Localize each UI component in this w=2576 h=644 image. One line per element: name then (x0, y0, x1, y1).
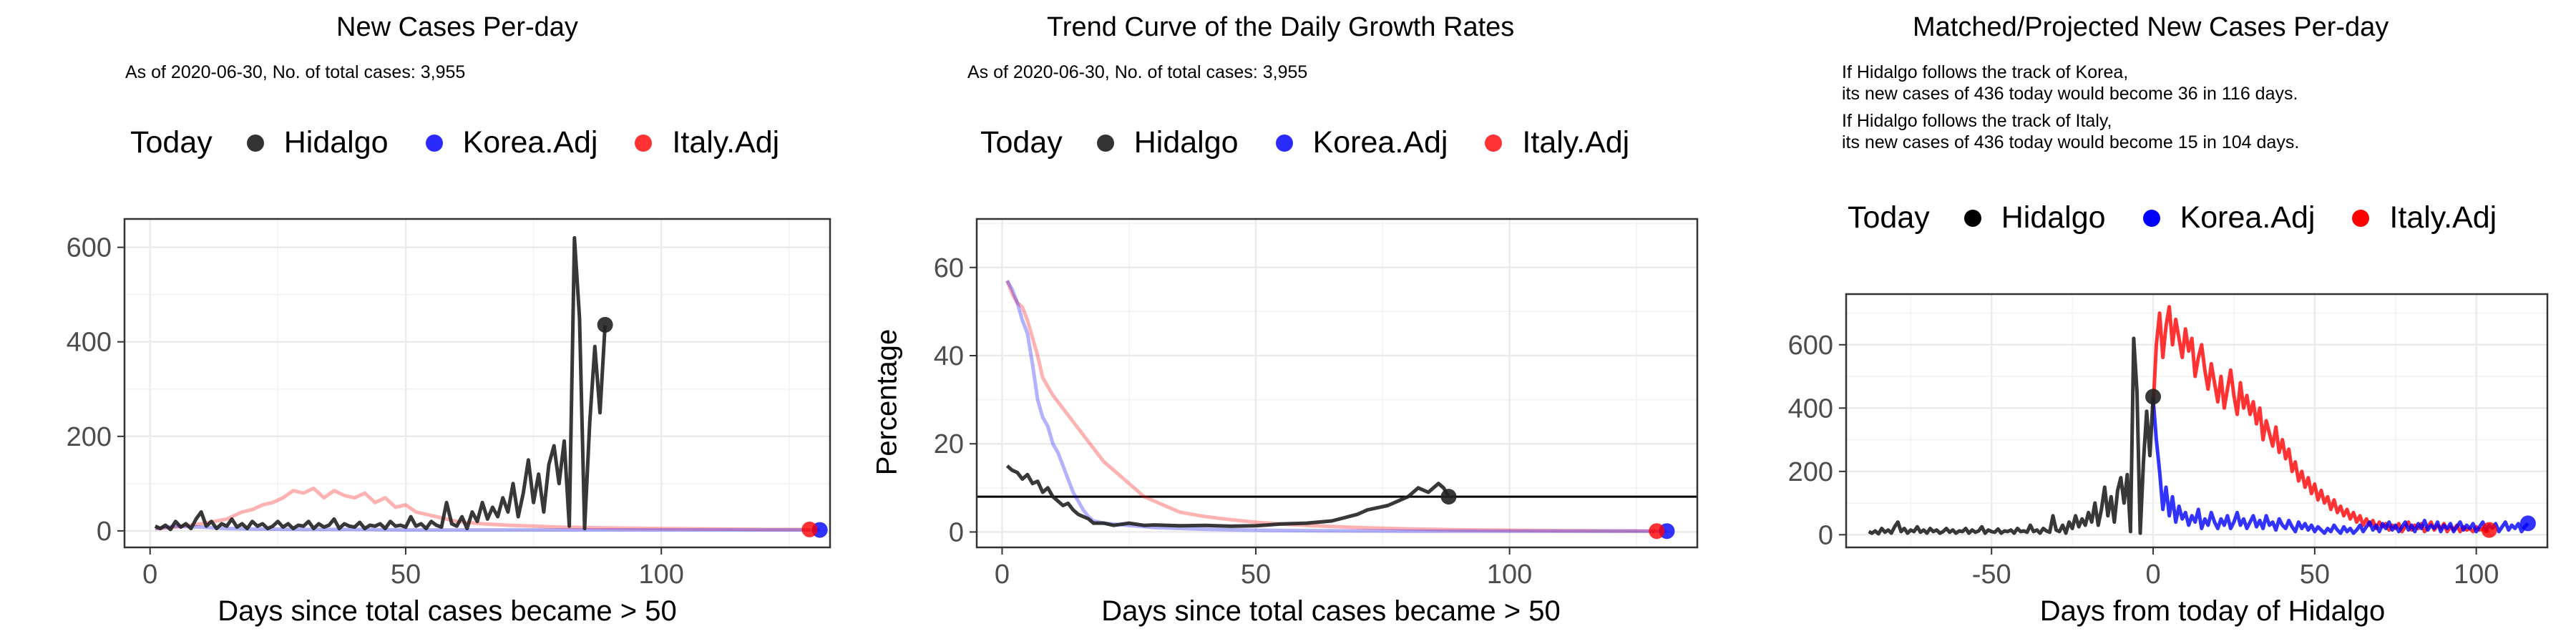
series-line-hidalgo (1868, 336, 2155, 536)
legend-label-korea: Korea.Adj (462, 125, 598, 160)
series-line-korea-adj (1005, 280, 1667, 533)
grid (977, 219, 1697, 547)
today-point-italy-adj (801, 521, 818, 537)
chart-title: Matched/Projected New Cases Per-day (1913, 12, 2389, 42)
series-line-hidalgo (154, 235, 608, 532)
plot-border (1845, 293, 2549, 549)
today-point-italy-adj (1649, 523, 1665, 540)
legend-title: Today (980, 125, 1063, 160)
y-tick-label: 20 (934, 429, 964, 459)
legend-key-italy (1485, 134, 1503, 152)
legend: Today Hidalgo Korea.Adj Italy.Adj (130, 125, 816, 160)
series-line-korea-adj (2151, 398, 2529, 535)
plot-border (975, 218, 1699, 549)
panel-new-cases: New Cases Per-day As of 2020-06-30, No. … (0, 0, 859, 644)
legend-key-hidalgo (246, 134, 264, 152)
projection-note-3: If Hidalgo follows the track of Italy, (1842, 111, 2112, 131)
x-tick-label: 50 (391, 560, 421, 590)
x-tick-label: 50 (1241, 560, 1271, 590)
series-group (977, 280, 1697, 533)
legend-label-hidalgo: Hidalgo (283, 125, 389, 160)
chart-plot: 0 50 100 0 200 400 600 (67, 218, 831, 590)
x-tick-label: 0 (995, 560, 1010, 590)
legend-label-italy: Italy.Adj (672, 125, 780, 160)
y-tick-label: 40 (934, 341, 964, 371)
x-tick-label: 100 (2454, 560, 2499, 590)
y-tick-label: 200 (1788, 457, 1833, 487)
x-tick-label: -50 (1972, 560, 2011, 590)
legend-key-italy (2352, 209, 2370, 227)
chart-plot: 0 50 100 0 20 40 60 (934, 218, 1699, 590)
y-tick-label: 60 (934, 253, 964, 283)
legend-title: Today (1848, 200, 1930, 235)
legend: Today Hidalgo Korea.Adj Italy.Adj (980, 125, 1667, 160)
legend-label-hidalgo: Hidalgo (2001, 200, 2106, 235)
legend: Today Hidalgo Korea.Adj Italy.Adj (1848, 200, 2534, 235)
series-group (1868, 305, 2529, 536)
legend-key-korea (1275, 134, 1293, 152)
today-point-hidalgo (1440, 489, 1457, 505)
legend-key-hidalgo (1096, 134, 1114, 152)
today-point-korea-adj (2519, 515, 2536, 532)
chart-title: Trend Curve of the Daily Growth Rates (1047, 12, 1515, 42)
legend-label-hidalgo: Hidalgo (1133, 125, 1239, 160)
y-tick-label: 400 (67, 328, 112, 358)
legend-label-italy: Italy.Adj (2389, 200, 2497, 235)
y-tick-label: 600 (1788, 331, 1833, 361)
y-tick-label: 600 (67, 233, 112, 263)
legend-key-italy (635, 134, 653, 152)
plot-border (123, 218, 831, 549)
x-tick-label: 50 (2300, 560, 2330, 590)
projection-note-1: If Hidalgo follows the track of Korea, (1842, 62, 2129, 82)
projection-note-4: its new cases of 436 today would become … (1842, 132, 2300, 152)
y-axis-label: Percentage (871, 328, 903, 476)
chart-subtitle: As of 2020-06-30, No. of total cases: 3,… (125, 62, 466, 82)
legend-key-korea (2142, 209, 2160, 227)
today-point-hidalgo (2145, 389, 2162, 405)
y-tick-label: 0 (97, 517, 112, 547)
x-tick-label: 100 (1487, 560, 1532, 590)
today-point-hidalgo (597, 316, 613, 333)
legend-label-korea: Korea.Adj (1312, 125, 1448, 160)
chart-subtitle: As of 2020-06-30, No. of total cases: 3,… (967, 62, 1308, 82)
y-tick-label: 200 (67, 422, 112, 452)
x-axis-label: Days since total cases became > 50 (218, 595, 677, 627)
y-tick-label: 0 (949, 517, 964, 547)
series-line-italy-adj (2151, 305, 2490, 534)
today-point-italy-adj (2481, 522, 2497, 538)
x-tick-label: 0 (2145, 560, 2160, 590)
x-axis-label: Days from today of Hidalgo (2039, 595, 2386, 627)
chart-plot: -50 0 50 100 0 200 400 600 (1788, 293, 2549, 590)
legend-label-italy: Italy.Adj (1522, 125, 1630, 160)
x-tick-label: 100 (639, 560, 684, 590)
y-tick-label: 400 (1788, 394, 1833, 424)
legend-label-korea: Korea.Adj (2180, 200, 2316, 235)
legend-title: Today (130, 125, 213, 160)
series-line-italy-adj (1005, 280, 1657, 533)
grid (1846, 294, 2547, 547)
panel-projection: Matched/Projected New Cases Per-day If H… (1717, 0, 2576, 644)
x-axis-label: Days since total cases became > 50 (1101, 595, 1561, 627)
series-line-italy-adj (155, 486, 810, 532)
panel-growth-rates: Trend Curve of the Daily Growth Rates As… (859, 0, 1717, 644)
legend-key-korea (425, 134, 443, 152)
grid (125, 219, 830, 547)
y-tick-label: 0 (1818, 520, 1833, 550)
projection-note-2: its new cases of 436 today would become … (1842, 84, 2298, 104)
legend-key-hidalgo (1963, 209, 1981, 227)
x-tick-label: 0 (142, 560, 157, 590)
series-group (154, 235, 820, 532)
series-line-hidalgo (1005, 464, 1450, 528)
chart-title: New Cases Per-day (336, 12, 578, 42)
